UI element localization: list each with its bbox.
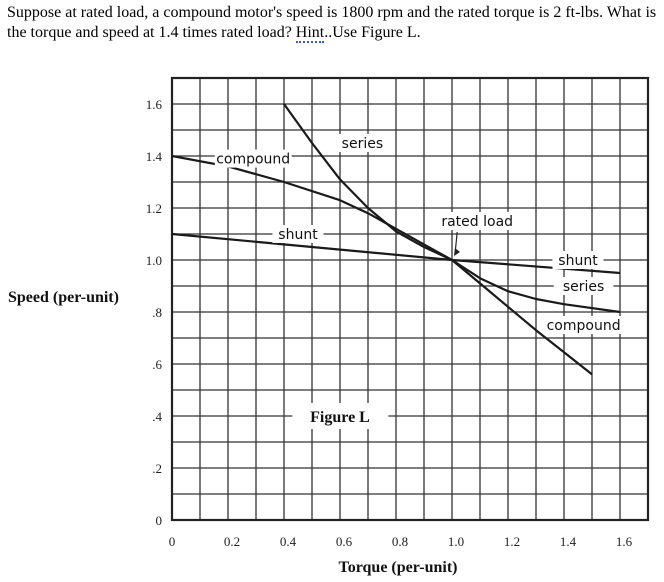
figure-caption: Figure L (292, 403, 389, 429)
x-tick-label: 0.2 (224, 534, 240, 549)
annotation-label: shunt (558, 253, 598, 269)
annotation-background (553, 277, 614, 295)
x-tick-label: 1.6 (616, 534, 633, 549)
y-tick-label: .8 (152, 305, 162, 320)
annotation-label: series (563, 279, 604, 295)
curve-shunt (171, 232, 621, 275)
question-text: Suppose at rated load, a compound motor'… (7, 3, 657, 43)
annotation-label: compound (216, 152, 290, 168)
annotation-shunt: shunt (272, 225, 324, 243)
y-tick-label: .6 (152, 357, 162, 372)
hint-word: Hint (295, 24, 325, 43)
y-tick-label: .4 (152, 409, 162, 424)
plot-frame (170, 76, 650, 522)
x-tick-label: 1.0 (448, 534, 464, 549)
annotation-background (272, 225, 324, 243)
y-tick-label: 1.0 (146, 253, 162, 268)
annotations: compound series shunt rated load shunt series… (214, 134, 622, 429)
annotation-rated-load: rated load (430, 212, 525, 256)
caption-background (292, 403, 389, 429)
x-tick-label: 1.2 (504, 534, 520, 549)
annotation-background (545, 316, 622, 334)
x-tick-label: 0.6 (336, 534, 353, 549)
annotation-background (552, 251, 604, 269)
curve-series (283, 103, 593, 376)
curves (171, 103, 621, 376)
x-tick-label: 0.8 (392, 534, 408, 549)
y-tick-label: 1.6 (146, 97, 163, 112)
question-body: Suppose at rated load, a compound motor'… (7, 4, 657, 41)
grid (170, 76, 650, 522)
arrow-head-icon (454, 248, 460, 256)
annotation-background (214, 149, 292, 168)
annotation-compound: compound (214, 149, 292, 168)
annotation-background (332, 134, 393, 152)
y-axis-label: Speed (per-unit) (8, 289, 119, 306)
annotation-label: compound (547, 318, 621, 334)
annotation-label: rated load (441, 214, 513, 230)
annotation-series: series (332, 134, 393, 152)
x-tick-label: 0.4 (280, 534, 297, 549)
x-tick-label: 0 (169, 534, 176, 549)
y-tick-label: 1.2 (146, 201, 162, 216)
annotation-label: series (342, 136, 383, 152)
y-tick-label: 0 (156, 513, 163, 528)
annotation-compound: compound (545, 316, 622, 334)
caption-text: Figure L (310, 409, 370, 426)
curve-compound (171, 154, 621, 314)
question-tail: ..Use Figure L. (324, 24, 421, 41)
annotation-shunt: shunt (552, 251, 604, 269)
annotation-background (430, 212, 525, 230)
y-tick-label: .2 (152, 461, 162, 476)
y-tick-label: 1.4 (146, 149, 163, 164)
annotation-series: series (553, 277, 614, 295)
annotation-label: shunt (278, 227, 318, 243)
x-tick-label: 1.4 (560, 534, 577, 549)
tick-labels: 0 0.2 0.4 0.6 0.8 1.0 1.2 1.4 1.60.2.4.6.81.01.2… (146, 97, 633, 549)
x-axis-label: Torque (per-unit) (339, 559, 458, 576)
